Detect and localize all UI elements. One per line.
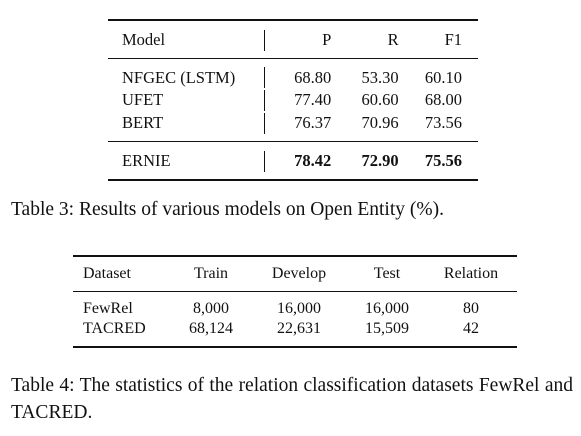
column-divider: [258, 88, 272, 112]
recall-value: 70.96: [361, 113, 399, 133]
f1-value: 68.00: [424, 90, 462, 110]
relation-count: 80: [463, 300, 479, 317]
header-p: P: [322, 29, 332, 49]
header-r: R: [387, 29, 399, 49]
develop-count: 16,000: [277, 300, 321, 317]
table-3-caption: Table 3: Results of various models on Op…: [11, 199, 444, 220]
relation-count: 42: [463, 320, 479, 337]
header-model: Model: [122, 29, 166, 49]
test-count: 15,509: [365, 320, 409, 337]
recall-value: 53.30: [361, 67, 399, 87]
test-count: 16,000: [365, 300, 409, 317]
results-header-row: Model P R F1: [108, 20, 478, 58]
table-row: NFGEC (LSTM) 68.80 53.30 60.10: [108, 58, 478, 89]
dataset-name: FewRel: [83, 300, 133, 317]
results-table: Model P R F1 NFGEC (LSTM) 68.80 53.30 60…: [108, 19, 478, 181]
header-f1: F1: [444, 29, 462, 49]
recall-value: 72.90: [361, 150, 399, 170]
model-name: ERNIE: [122, 150, 171, 170]
f1-value: 60.10: [424, 67, 462, 87]
header-train: Train: [193, 265, 229, 282]
recall-value: 60.60: [361, 90, 399, 110]
header-dataset: Dataset: [83, 265, 131, 282]
train-count: 8,000: [193, 300, 229, 317]
dataset-name: TACRED: [83, 320, 146, 337]
table-row: UFET 77.40 60.60 68.00: [108, 88, 478, 112]
f1-value: 75.56: [424, 150, 462, 170]
develop-count: 22,631: [277, 320, 321, 337]
model-name: BERT: [122, 113, 164, 133]
header-test: Test: [373, 265, 401, 282]
dataset-statistics-table: Dataset Train Develop Test Relation FewR…: [73, 255, 517, 348]
column-divider: [258, 111, 272, 141]
precision-value: 68.80: [294, 67, 332, 87]
precision-value: 77.40: [294, 90, 332, 110]
header-develop: Develop: [271, 265, 327, 282]
train-count: 68,124: [189, 320, 233, 337]
model-name: UFET: [122, 90, 164, 110]
table-4-caption: Table 4: The statistics of the relation …: [11, 375, 573, 423]
highlight-row: ERNIE 78.42 72.90 75.56: [108, 141, 478, 180]
column-divider: [258, 20, 272, 58]
statistics-header-row: Dataset Train Develop Test Relation: [73, 256, 517, 292]
column-divider: [258, 141, 272, 179]
f1-value: 73.56: [424, 113, 462, 133]
table-row: BERT 76.37 70.96 73.56: [108, 111, 478, 141]
precision-value: 78.42: [294, 150, 332, 170]
table-row: FewRel 8,000 16,000 16,000 80: [73, 291, 517, 320]
model-name: NFGEC (LSTM): [122, 67, 236, 87]
column-divider: [258, 58, 272, 89]
table-row: TACRED 68,124 22,631 15,509 42: [73, 319, 517, 347]
precision-value: 76.37: [294, 113, 332, 133]
header-relation: Relation: [443, 265, 499, 282]
